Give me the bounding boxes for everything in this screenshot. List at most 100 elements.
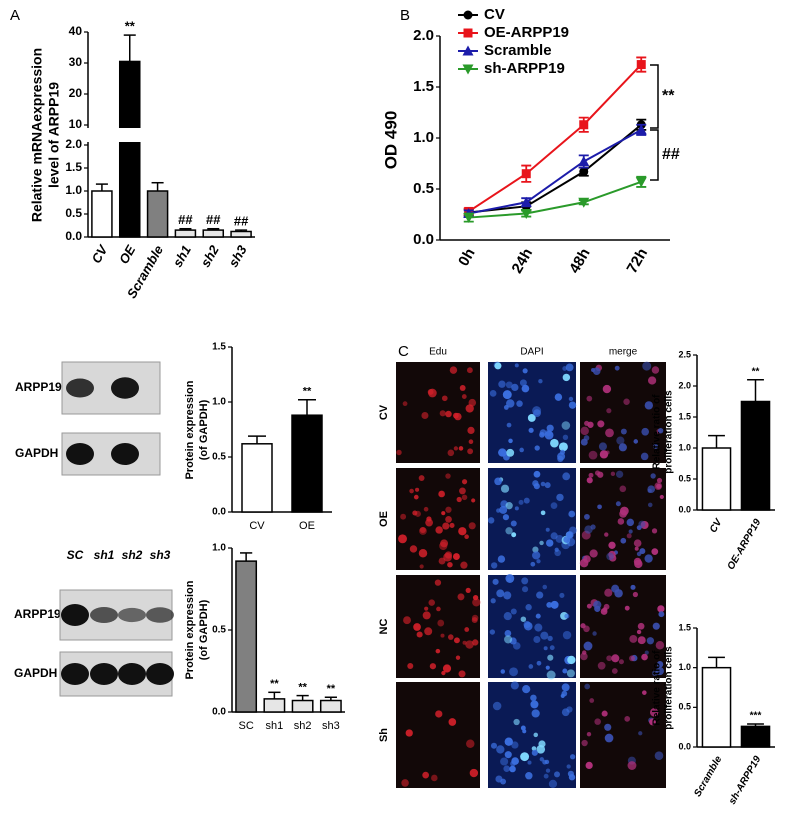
data-point <box>578 155 590 166</box>
cell-nucleus <box>492 578 499 585</box>
cell-nucleus <box>611 654 620 663</box>
cell-nucleus <box>651 528 658 534</box>
legend-marker <box>463 10 473 20</box>
cell-nucleus <box>658 611 665 618</box>
cell-nucleus <box>522 586 529 593</box>
y-axis-label: Relative mRNAexpression <box>29 48 45 222</box>
cell-nucleus <box>448 718 457 726</box>
cell-nucleus <box>656 477 663 484</box>
cell-nucleus <box>615 470 624 478</box>
cell-nucleus <box>547 654 554 661</box>
cell-nucleus <box>441 511 446 516</box>
cell-nucleus <box>426 516 432 522</box>
cell-nucleus <box>429 663 437 670</box>
y-tick-label: 1.0 <box>65 183 82 197</box>
legend-label: sh-ARPP19 <box>484 60 565 77</box>
y-axis-label: Relative ratio of <box>652 394 663 470</box>
cell-nucleus <box>511 757 519 765</box>
bar <box>740 725 771 748</box>
cell-nucleus <box>556 493 564 502</box>
panel-letter: B <box>400 7 410 24</box>
significance-bracket <box>650 64 659 129</box>
cell-nucleus <box>490 598 496 604</box>
y-axis-label: OD 490 <box>381 111 400 170</box>
cell-nucleus <box>514 363 519 368</box>
cell-nucleus <box>500 669 506 674</box>
bar <box>740 400 771 511</box>
cell-nucleus <box>655 640 665 650</box>
significance-label: ** <box>327 683 336 695</box>
cell-nucleus <box>528 427 534 433</box>
cell-nucleus <box>460 561 468 569</box>
cell-nucleus <box>561 421 571 430</box>
cell-nucleus <box>427 389 434 395</box>
y-tick-label: 2.5 <box>678 349 691 359</box>
cell-nucleus <box>619 510 627 518</box>
cell-nucleus <box>519 447 524 453</box>
micrograph <box>580 682 666 788</box>
cell-nucleus <box>407 662 414 670</box>
cell-nucleus <box>434 579 442 586</box>
cell-nucleus <box>520 616 527 622</box>
cell-nucleus <box>536 660 542 666</box>
cell-nucleus <box>561 683 570 692</box>
cell-nucleus <box>636 629 642 635</box>
cell-nucleus <box>533 483 540 490</box>
legend-label: OE-ARPP19 <box>484 24 569 41</box>
cell-nucleus <box>459 385 466 391</box>
cell-nucleus <box>626 533 632 539</box>
cell-nucleus <box>521 577 529 585</box>
cell-nucleus <box>461 479 468 485</box>
cell-nucleus <box>611 668 618 674</box>
cell-nucleus <box>466 367 473 374</box>
cell-nucleus <box>402 401 408 407</box>
bar <box>91 190 113 238</box>
blot-band <box>118 607 146 623</box>
significance-label: ** <box>662 88 675 105</box>
cell-nucleus <box>424 627 433 636</box>
cell-nucleus <box>603 603 610 610</box>
cell-nucleus <box>504 737 513 746</box>
cell-nucleus <box>561 690 568 697</box>
data-point <box>520 208 532 219</box>
cell-nucleus <box>562 366 567 371</box>
cell-nucleus <box>550 438 559 448</box>
significance-label: *** <box>750 711 762 722</box>
cell-nucleus <box>611 584 620 593</box>
cell-nucleus <box>435 526 443 534</box>
cell-nucleus <box>422 611 431 620</box>
cell-nucleus <box>443 552 452 562</box>
cell-nucleus <box>533 470 541 478</box>
cell-nucleus <box>409 488 414 494</box>
cell-nucleus <box>523 620 531 629</box>
cell-nucleus <box>511 532 517 538</box>
image-column-label: Edu <box>429 347 447 358</box>
cell-nucleus <box>514 506 519 511</box>
blot-band <box>61 604 89 626</box>
cell-nucleus <box>466 739 475 748</box>
bar <box>146 190 169 238</box>
cell-nucleus <box>565 363 574 372</box>
cell-nucleus <box>431 774 438 782</box>
cell-nucleus <box>597 420 605 428</box>
y-tick-label: 0.0 <box>212 507 226 518</box>
cell-nucleus <box>413 623 421 631</box>
cell-nucleus <box>496 589 505 598</box>
cell-nucleus <box>534 623 543 632</box>
cell-nucleus <box>540 510 546 516</box>
cell-nucleus <box>540 481 546 487</box>
cell-nucleus <box>614 365 620 371</box>
blot-row-label: ARPP19 <box>15 380 62 394</box>
cell-nucleus <box>652 622 660 630</box>
cell-nucleus <box>422 771 429 779</box>
bar <box>291 699 314 713</box>
cell-nucleus <box>647 502 653 508</box>
data-point <box>579 167 589 177</box>
cell-nucleus <box>562 472 571 481</box>
y-tick-label: 40 <box>69 24 83 38</box>
y-tick-label: 0.5 <box>413 180 434 197</box>
micrograph <box>396 362 480 463</box>
cell-nucleus <box>396 449 402 456</box>
cell-nucleus <box>629 634 638 643</box>
lane-label: sh3 <box>150 548 171 562</box>
